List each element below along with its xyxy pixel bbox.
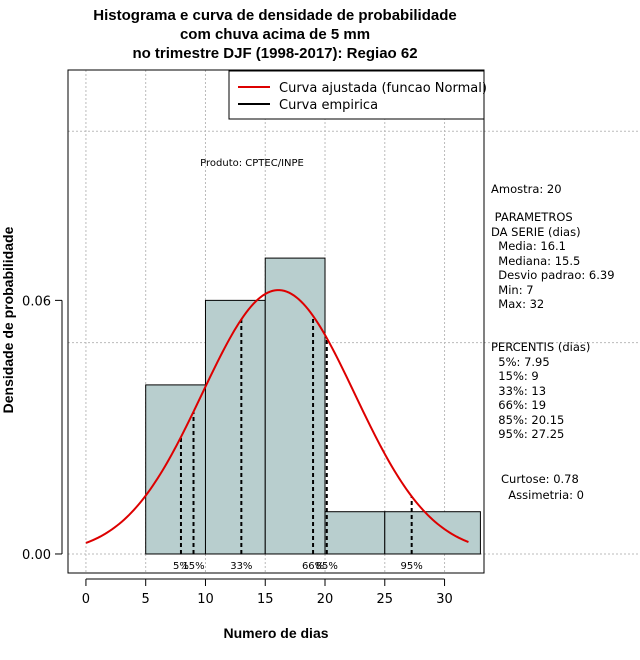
legend-box: [228, 70, 485, 120]
percentile-markers: 5%15% 33% 66%85% 95%: [173, 315, 423, 572]
histogram-bar: [264, 257, 326, 555]
skewness: Assimetria: 0: [501, 488, 584, 502]
stat-mean: Media: 16.1: [491, 239, 566, 253]
parameters-title: PARAMETROS: [491, 210, 573, 224]
histogram-bar: [324, 511, 386, 555]
stat-std-dev: Desvio padrao: 6.39: [491, 268, 615, 282]
normal-curve-layer: [85, 289, 469, 544]
x-tick-label: 25: [377, 592, 394, 607]
x-tick-label: 15: [257, 592, 274, 607]
percentiles-title: PERCENTIS (dias): [491, 340, 590, 354]
kurtosis: Curtose: 0.78: [501, 472, 579, 486]
percentile-15: 15%: 9: [491, 369, 539, 383]
sample-size: Amostra: 20: [491, 182, 562, 196]
histogram-bar: [145, 384, 206, 555]
parameters-subtitle: DA SERIE (dias): [491, 225, 581, 239]
y-tick-label: 0.00: [22, 548, 51, 563]
percentile-33: 33%: 13: [491, 384, 546, 398]
chart-title-line-3: no trimestre DJF (1998-2017): Regiao 62: [132, 45, 417, 62]
stat-max: Max: 32: [491, 297, 544, 311]
product-note: Produto: CPTEC/INPE: [200, 158, 304, 169]
statistics-panel: Amostra: 20 PARAMETROS DA SERIE (dias) M…: [491, 182, 615, 502]
percentile-66: 66%: 19: [491, 398, 546, 412]
plot-frame: [67, 69, 485, 574]
legend: Curva ajustada (funcao Normal) Curva emp…: [228, 70, 487, 120]
normal-fit-curve: [85, 289, 469, 544]
percentile-label: 66%: [302, 561, 324, 572]
x-axis-title: Numero de dias: [223, 625, 328, 641]
histogram-bar: [204, 299, 266, 555]
legend-label-empirical-curve: Curva empirica: [279, 98, 378, 113]
axes-layer: 0 5 10 15 20 25 30 0.00 0.06: [22, 294, 453, 607]
x-tick-label: 10: [197, 592, 214, 607]
histogram-bars: [145, 257, 481, 555]
x-tick-label: 20: [317, 592, 334, 607]
x-tick-label: 0: [82, 592, 90, 607]
x-tick-label: 5: [142, 592, 150, 607]
percentile-label: 95%: [401, 561, 423, 572]
chart-title-line-1: Histograma e curva de densidade de proba…: [93, 7, 456, 24]
y-tick-label: 0.06: [22, 294, 51, 309]
legend-label-fitted-curve: Curva ajustada (funcao Normal): [279, 81, 487, 96]
percentile-label: 5%: [173, 561, 189, 572]
stat-median: Mediana: 15.5: [491, 254, 580, 268]
chart-title-line-2: com chuva acima de 5 mm: [180, 26, 370, 43]
percentile-85: 85%: 20.15: [491, 413, 564, 427]
stat-min: Min: 7: [491, 283, 534, 297]
percentile-95: 95%: 27.25: [491, 427, 564, 441]
percentile-label: 15%: [182, 561, 204, 572]
x-tick-label: 30: [436, 592, 453, 607]
percentile-label: 85%: [316, 561, 338, 572]
percentile-label: 33%: [230, 561, 252, 572]
percentile-5: 5%: 7.95: [491, 355, 550, 369]
y-axis-title: Densidade de probabilidade: [0, 226, 16, 413]
histogram-bar: [384, 511, 481, 555]
